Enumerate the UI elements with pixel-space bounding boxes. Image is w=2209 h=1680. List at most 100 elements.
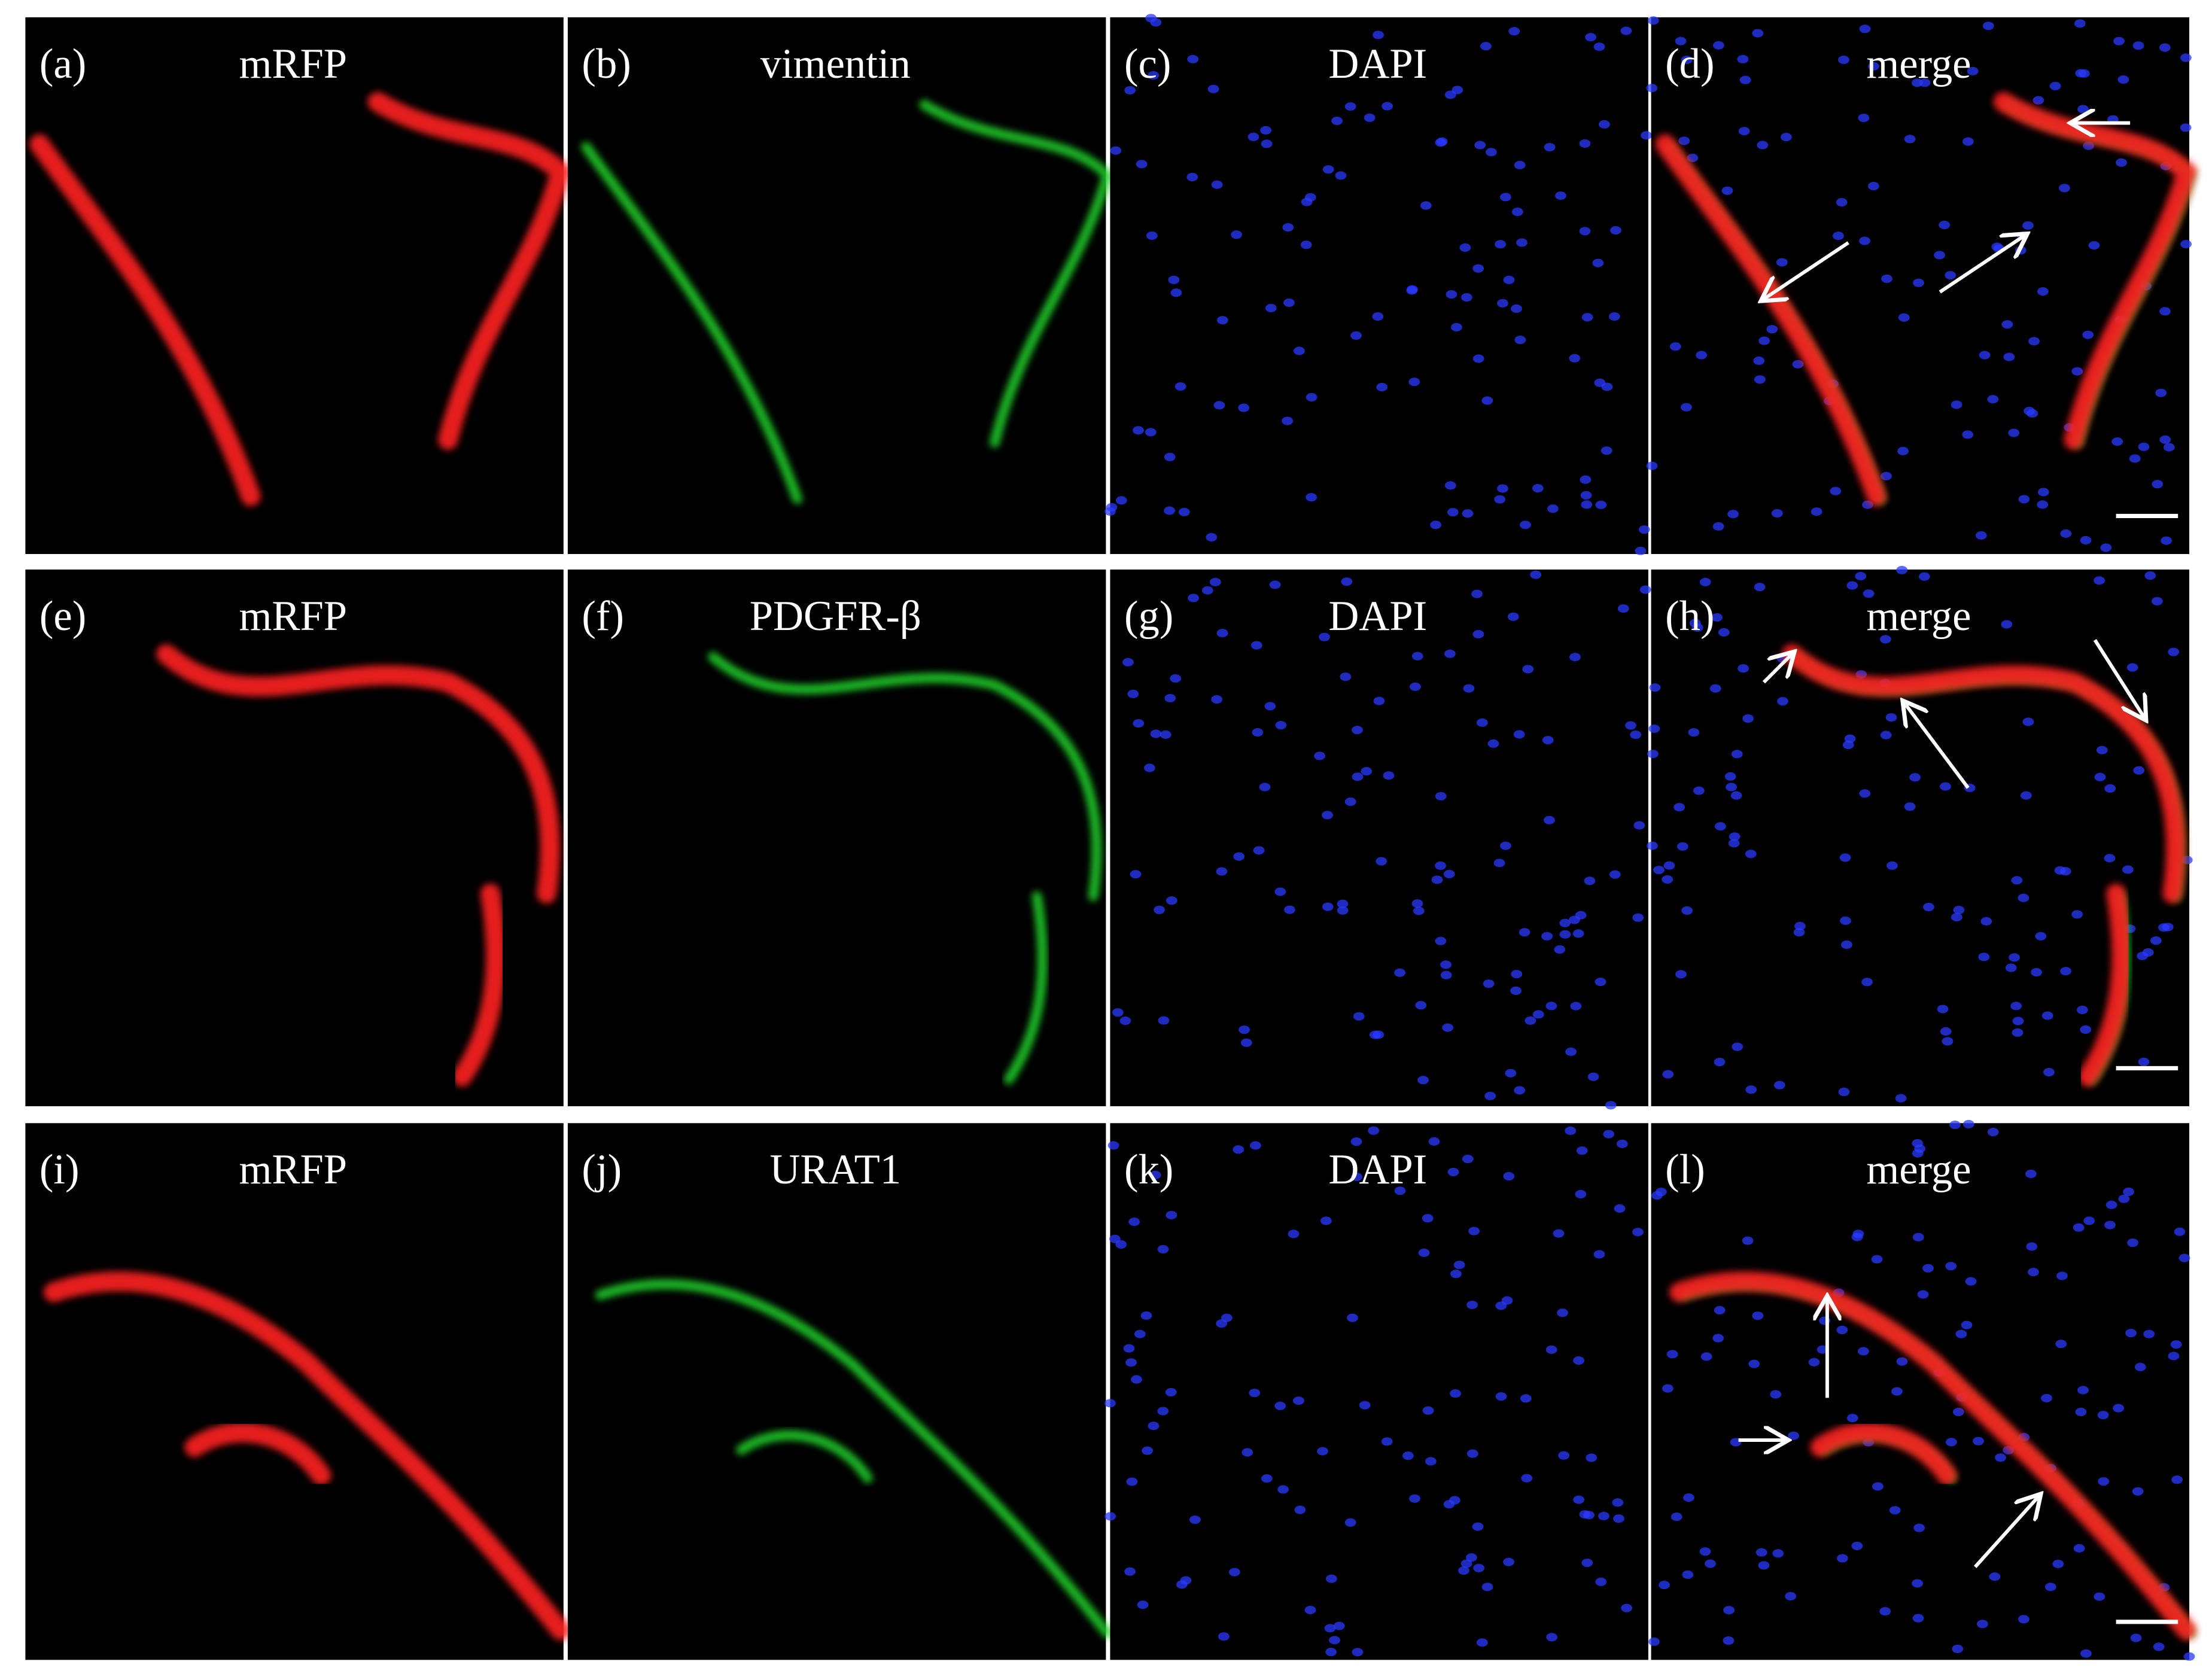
nucleus: [1353, 1012, 1365, 1021]
nucleus: [2174, 1227, 2186, 1236]
nucleus: [1676, 842, 1688, 851]
nucleus: [1476, 1638, 1488, 1647]
nucleus: [1209, 577, 1221, 586]
nucleus: [1430, 521, 1441, 529]
nucleus: [1967, 66, 1979, 75]
nucleus: [1715, 822, 1726, 831]
nucleus: [2178, 1253, 2190, 1262]
nucleus: [1170, 288, 1182, 297]
nucleus: [2113, 36, 2125, 45]
panel: (f) PDGFR-β: [567, 569, 1106, 1107]
nucleus: [2143, 1329, 2155, 1338]
nucleus: [1411, 652, 1423, 661]
nucleus: [1331, 116, 1343, 126]
nucleus: [1614, 1204, 1626, 1213]
nucleus: [1350, 1137, 1362, 1146]
stain: [1810, 1422, 1957, 1486]
panel: (a) mRFP: [25, 17, 572, 555]
nucleus: [1282, 223, 1294, 232]
nucleus: [1344, 102, 1356, 111]
nucleus: [1546, 1633, 1558, 1642]
nucleus: [2037, 287, 2049, 296]
nucleus: [2022, 717, 2034, 726]
nucleus: [1913, 1523, 1925, 1532]
nucleus: [1962, 430, 1974, 439]
nucleus: [2159, 307, 2171, 316]
nucleus: [1595, 500, 1607, 509]
nucleus: [1496, 299, 1508, 308]
nucleus: [1580, 475, 1592, 484]
nucleus: [2132, 41, 2144, 50]
nucleus: [1975, 531, 1987, 540]
stain: [736, 1430, 873, 1483]
nucleus: [2076, 1005, 2088, 1015]
nucleus: [1106, 503, 1118, 512]
nucleus: [1979, 351, 1991, 360]
nucleus: [1221, 1313, 1233, 1322]
nucleus: [2005, 963, 2017, 972]
nucleus: [2138, 442, 2150, 451]
nucleus: [1545, 1345, 1557, 1354]
nucleus: [1146, 231, 1158, 240]
nucleus: [1788, 1431, 1800, 1440]
nucleus: [1420, 201, 1432, 210]
nucleus: [1293, 346, 1305, 355]
nucleus: [1731, 750, 1743, 759]
panel-background: [1110, 17, 1648, 555]
nucleus: [1394, 1186, 1406, 1195]
nucleus: [1570, 1002, 1582, 1011]
nucleus: [1785, 1591, 1797, 1601]
nucleus: [2168, 647, 2180, 656]
nucleus: [1324, 1624, 1336, 1633]
nucleus: [1361, 767, 1373, 776]
nucleus: [1859, 789, 1871, 798]
nucleus: [2082, 330, 2094, 339]
nucleus: [1662, 875, 1674, 884]
nucleus: [1150, 729, 1162, 738]
nucleus: [1612, 1498, 1624, 1507]
nucleus: [1889, 1506, 1901, 1515]
nucleus: [1838, 55, 1849, 65]
nucleus: [1897, 446, 1909, 455]
nucleus: [1594, 378, 1606, 387]
nucleus: [2022, 221, 2034, 230]
nucleus: [1337, 906, 1349, 915]
nucleus: [1126, 1477, 1138, 1486]
nucleus: [1817, 1345, 1828, 1354]
stain: [29, 134, 261, 506]
nucleus: [1580, 491, 1592, 500]
nucleus: [1440, 960, 1452, 969]
nucleus: [2133, 766, 2145, 775]
nucleus: [2134, 1362, 2146, 1371]
nucleus: [1639, 585, 1651, 594]
nucleus: [1522, 665, 1534, 674]
nucleus: [1148, 71, 1160, 80]
panel: (g) DAPI: [1110, 569, 1651, 1110]
nucleus: [1663, 861, 1675, 870]
panel-label: (c): [1124, 41, 1171, 87]
nucleus: [1453, 1261, 1465, 1270]
nucleus: [2088, 241, 2100, 250]
nucleus: [2096, 745, 2108, 754]
nucleus: [1462, 1155, 1474, 1164]
nucleus: [1995, 1453, 2006, 1462]
panel-background: [25, 1123, 564, 1660]
nucleus: [1559, 930, 1571, 939]
nucleus: [1904, 135, 1916, 144]
nucleus: [1186, 172, 1198, 181]
nucleus: [1435, 936, 1447, 945]
nucleus: [1989, 1572, 2001, 1581]
nucleus: [1463, 684, 1475, 693]
nucleus: [1189, 1515, 1201, 1524]
panel-name: merge: [1866, 1146, 1971, 1193]
nucleus: [1501, 1296, 1513, 1305]
nucleus: [2080, 535, 2092, 545]
nucleus: [1252, 728, 1264, 737]
nucleus: [1422, 1406, 1434, 1415]
nucleus: [2152, 480, 2164, 489]
nucleus: [1576, 1146, 1588, 1155]
nucleus: [1861, 978, 1873, 987]
nucleus: [1364, 113, 1376, 122]
nucleus: [1373, 31, 1384, 39]
nucleus: [1325, 1648, 1337, 1657]
